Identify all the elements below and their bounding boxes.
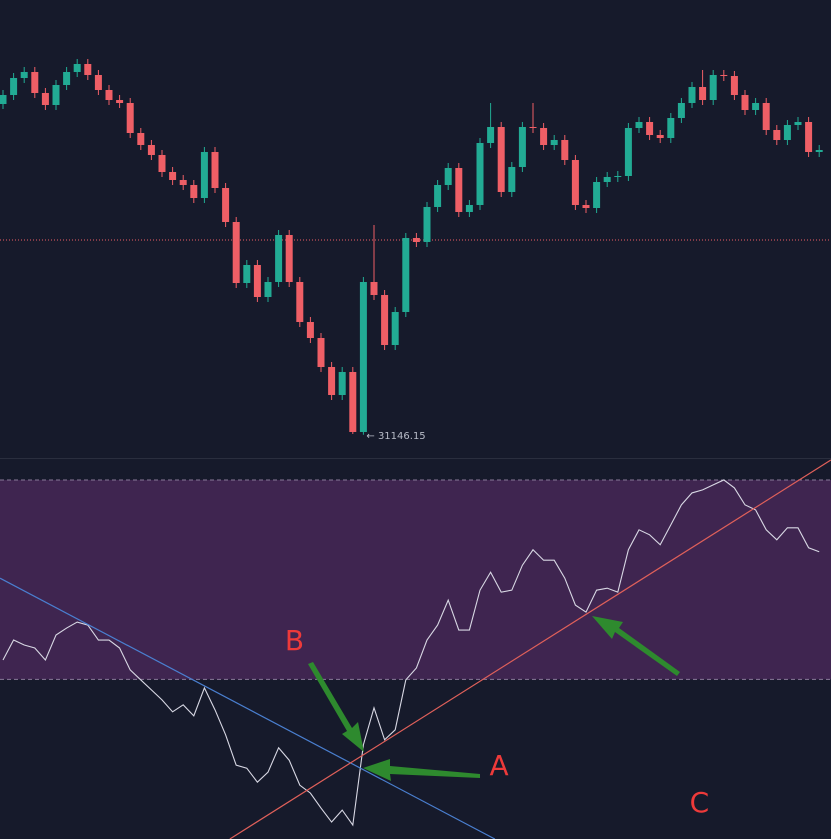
candle-body <box>381 295 389 345</box>
candle-body <box>762 103 770 130</box>
candle-body <box>338 372 346 395</box>
candle-body <box>709 75 717 100</box>
candle-body <box>0 95 7 104</box>
candle-body <box>752 103 760 110</box>
candle-body <box>455 168 463 212</box>
candle-body <box>794 122 802 125</box>
arrow-c <box>592 616 680 676</box>
candle-body <box>614 176 622 177</box>
candle-body <box>211 152 219 188</box>
annotation-arrows <box>308 616 680 781</box>
candle-body <box>540 128 548 145</box>
candle-body <box>434 185 442 207</box>
annotation-label: C <box>690 786 710 819</box>
candle-body <box>423 207 431 242</box>
candle-body <box>370 282 378 295</box>
candle-body <box>126 103 134 133</box>
annotation-label: B <box>285 624 304 657</box>
candle-body <box>84 64 92 75</box>
candle-body <box>412 238 420 242</box>
candle-body <box>41 93 49 105</box>
candle-body <box>487 127 495 143</box>
candle-body <box>730 76 738 95</box>
low-price-label: ← 31146.15 <box>366 431 425 442</box>
candle-body <box>550 140 558 145</box>
candle-body <box>232 222 240 283</box>
candle-body <box>10 78 18 95</box>
candle-body <box>349 372 357 432</box>
candle-body <box>391 312 399 345</box>
candle-body <box>741 95 749 110</box>
candle-body <box>169 172 177 180</box>
band-fill <box>0 479 831 680</box>
candle-body <box>805 122 813 152</box>
candle-body <box>783 125 791 140</box>
candle-body <box>158 155 166 172</box>
arrow-b <box>308 662 364 752</box>
candle-body <box>635 122 643 128</box>
trendline <box>0 577 496 839</box>
candle-body <box>359 282 367 432</box>
candle-body <box>571 160 579 205</box>
candle-body <box>476 143 484 205</box>
candle-body <box>179 180 187 185</box>
candle-body <box>253 265 261 297</box>
candle-body <box>137 133 145 145</box>
candle-body <box>603 177 611 182</box>
indicator-line <box>2 479 820 827</box>
candle-body <box>63 72 71 85</box>
candle-body <box>402 238 410 312</box>
candle-body <box>200 152 208 198</box>
candle-body <box>624 128 632 176</box>
candle-body <box>264 282 272 297</box>
candle-body <box>518 127 526 167</box>
candle-body <box>646 122 654 135</box>
candle-body <box>508 167 516 192</box>
candle-body <box>317 338 325 367</box>
candle-body <box>593 182 601 208</box>
candle-body <box>116 100 124 103</box>
candle-body <box>667 118 675 138</box>
candle-body <box>561 140 569 160</box>
candle-body <box>582 205 590 208</box>
candle-body <box>243 265 251 283</box>
candle-body <box>773 130 781 140</box>
candle-body <box>688 87 696 103</box>
candle-body <box>275 235 283 282</box>
candle-body <box>529 127 537 128</box>
candle-body <box>94 75 102 90</box>
candle-body <box>52 85 60 105</box>
candle-body <box>31 72 39 93</box>
candle-body <box>306 322 314 338</box>
candle-body <box>190 185 198 198</box>
arrow-a <box>363 759 480 781</box>
candle-body <box>296 282 304 322</box>
trendline <box>229 459 831 839</box>
candle-body <box>815 150 823 152</box>
candle-body <box>147 145 155 155</box>
candle-body <box>222 188 230 222</box>
candle-body <box>20 72 28 78</box>
candle-body <box>699 87 707 100</box>
candle-body <box>656 135 664 138</box>
candle-body <box>444 168 452 185</box>
candle-body <box>497 127 505 192</box>
candle-body <box>465 205 473 212</box>
candle-body <box>677 103 685 118</box>
candle-body <box>328 367 336 395</box>
candle-body <box>720 75 728 76</box>
annotation-label: A <box>490 749 509 782</box>
candle-body <box>285 235 293 282</box>
candle-body <box>105 90 113 100</box>
candle-body <box>73 64 81 72</box>
